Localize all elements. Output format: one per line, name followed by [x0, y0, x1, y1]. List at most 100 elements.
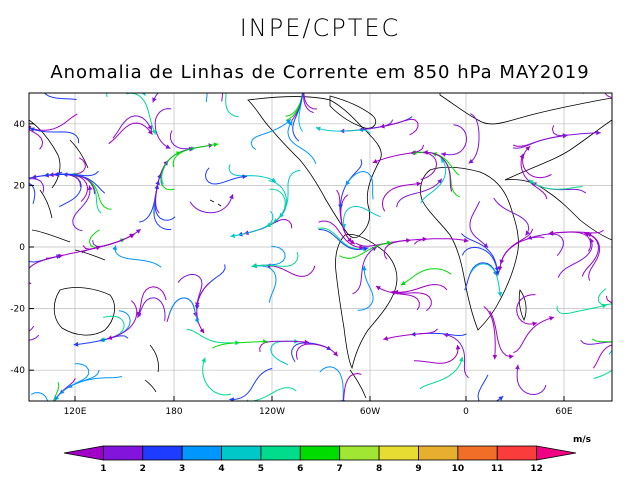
streamline [202, 357, 232, 396]
streamline-arrow [596, 130, 601, 136]
streamline [292, 93, 304, 142]
streamline [278, 169, 301, 219]
streamline [420, 157, 447, 204]
streamline-arrow [242, 174, 247, 180]
streamline [592, 344, 612, 369]
streamline-arrow [495, 270, 500, 276]
colorbar-label: 7 [337, 464, 343, 474]
colorbar-segment [496, 445, 538, 461]
streamline [29, 128, 44, 150]
streamline-arrow [525, 230, 530, 236]
streamline [608, 350, 612, 355]
streamline-arrow [73, 341, 79, 347]
streamline [29, 178, 45, 193]
streamline [107, 300, 138, 340]
streamline [390, 291, 432, 312]
streamline-arrow [631, 295, 636, 299]
streamline [339, 241, 392, 259]
colorbar-label: 10 [452, 464, 465, 474]
streamline [528, 179, 583, 190]
streamline [315, 127, 371, 134]
streamline [469, 201, 489, 249]
streamline-arrow [263, 339, 268, 344]
streamline-arrow [201, 357, 206, 363]
streamline [499, 228, 534, 271]
streamline-arrow [213, 142, 219, 148]
streamline [82, 233, 135, 250]
streamline-arrow [443, 332, 449, 338]
streamline-arrow [107, 335, 113, 340]
streamline [443, 333, 469, 379]
streamline [381, 182, 422, 212]
streamline [31, 392, 49, 401]
streamline-arrow [383, 336, 389, 341]
streamline-arrow [54, 395, 60, 401]
streamline [318, 229, 369, 251]
streamline [295, 343, 339, 360]
streamline-arrow [151, 129, 156, 135]
streamline-arrow [29, 127, 35, 132]
colorbar-label: 1 [100, 464, 106, 474]
lon-tick-label: 120E [64, 407, 87, 417]
colorbar-segment [221, 445, 262, 461]
streamline-arrow [497, 291, 503, 297]
lat-tick-label: 0 [19, 243, 25, 253]
streamline [251, 251, 299, 267]
streamline-arrow [303, 68, 308, 73]
lon-tick-label: 0 [463, 407, 469, 417]
streamline-arrow [229, 194, 234, 200]
streamline-arrow [498, 396, 504, 401]
streamline [342, 205, 381, 229]
streamline [383, 328, 438, 340]
streamline-arrow [171, 79, 176, 83]
streamline-arrow [509, 354, 514, 360]
streamline [516, 294, 538, 325]
streamline-arrow [279, 212, 284, 218]
streamline [228, 164, 277, 183]
streamline [522, 145, 552, 179]
streamline-arrow [229, 397, 234, 401]
streamline [527, 233, 564, 257]
streamline [29, 127, 80, 144]
streamline-arrow [304, 339, 309, 345]
streamline-arrow [601, 48, 605, 53]
colorbar-segment [63, 445, 104, 461]
streamline [464, 262, 498, 291]
streamline-arrow [129, 233, 135, 238]
streamline-arrow [416, 181, 422, 187]
streamline [54, 173, 106, 194]
streamline-arrow [230, 233, 236, 238]
streamline-arrow [137, 312, 142, 318]
colorbar-segment [536, 445, 577, 461]
streamline [556, 304, 607, 315]
streamline [493, 197, 530, 236]
streamline-arrow [423, 150, 428, 155]
streamline [67, 375, 123, 389]
streamline-arrow [372, 159, 378, 164]
streamline-arrow [67, 383, 73, 388]
streamline-arrow [525, 146, 531, 151]
streamline [303, 93, 318, 110]
colorbar-segment [102, 445, 144, 461]
streamline [29, 113, 78, 131]
streamline [419, 356, 463, 390]
streamline-arrow [515, 364, 520, 370]
colorbar-label: 8 [376, 464, 382, 474]
streamline-arrow [165, 144, 171, 149]
streamline [154, 108, 172, 149]
streamline-arrow [519, 153, 524, 159]
streamline [251, 265, 277, 303]
streamline [604, 93, 612, 98]
streamline [396, 178, 443, 208]
streamline [29, 254, 64, 285]
streamline-arrow [147, 129, 153, 135]
streamline [413, 238, 469, 245]
streamline [152, 93, 195, 103]
colorbar-label: 4 [218, 464, 224, 474]
colorbar-segment [181, 445, 222, 461]
streamline [551, 125, 601, 137]
streamline-arrow [302, 77, 307, 82]
streamline [137, 286, 167, 317]
streamline [582, 93, 585, 95]
